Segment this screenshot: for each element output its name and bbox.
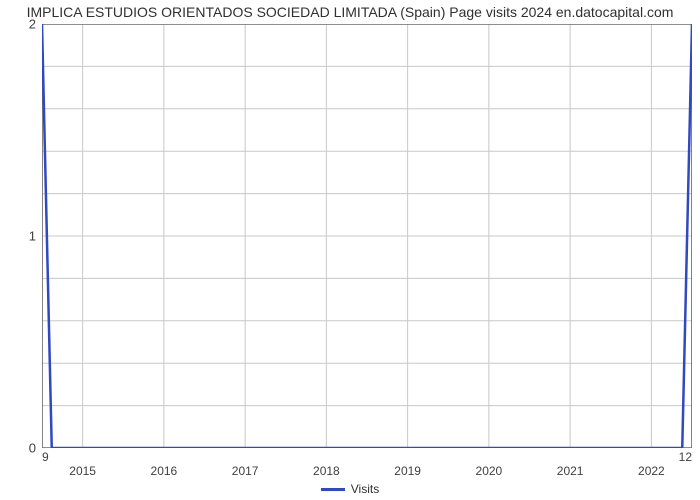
legend-label: Visits <box>351 482 379 496</box>
x-tick-label: 2021 <box>557 464 584 478</box>
legend-swatch <box>321 488 345 491</box>
y-tick-label: 1 <box>29 229 36 244</box>
chart-plot-area: 012 20152016201720182019202020212022 9 1… <box>42 24 692 448</box>
chart-svg <box>42 24 692 448</box>
chart-title: IMPLICA ESTUDIOS ORIENTADOS SOCIEDAD LIM… <box>0 4 700 20</box>
x-tick-label: 2018 <box>313 464 340 478</box>
x-tick-label: 2019 <box>394 464 421 478</box>
x-tick-label: 2016 <box>151 464 178 478</box>
x-tick-label: 2017 <box>232 464 259 478</box>
y-tick-label: 0 <box>29 441 36 456</box>
x-tick-label: 2020 <box>476 464 503 478</box>
x-tick-label: 2022 <box>638 464 665 478</box>
chart-legend: Visits <box>0 481 700 496</box>
y-tick-label: 2 <box>29 17 36 32</box>
x-tick-label: 2015 <box>69 464 96 478</box>
corner-bottom-left-label: 9 <box>42 450 49 464</box>
corner-bottom-right-label: 12 <box>679 450 692 464</box>
